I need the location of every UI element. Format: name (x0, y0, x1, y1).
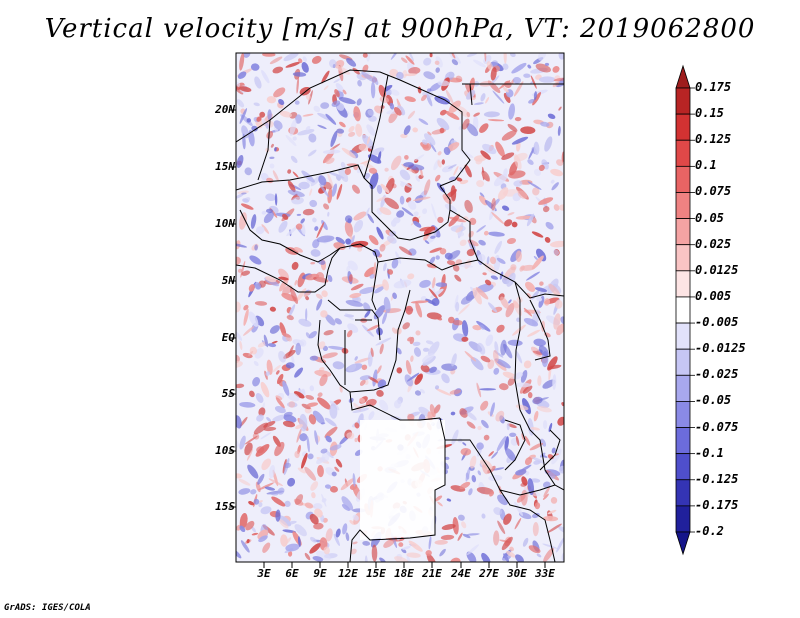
lon-label: 18E (394, 567, 414, 580)
colorbar-label: -0.125 (695, 471, 739, 486)
lon-label: 9E (313, 567, 327, 580)
lat-label: 15S (215, 500, 235, 513)
lat-label: 10N (215, 217, 235, 230)
lon-label: 15E (366, 567, 386, 580)
colorbar-label: -0.05 (695, 393, 732, 408)
near-zero-region (360, 420, 445, 540)
colorbar-segment (675, 113, 691, 141)
colorbar-label: 0.175 (695, 80, 732, 94)
lon-label: 6E (285, 567, 299, 580)
lon-label: 27E (479, 567, 499, 580)
colorbar-label: -0.025 (695, 367, 739, 382)
colorbar-max-arrow (675, 64, 691, 89)
colorbar-segment (675, 192, 691, 219)
colorbar-min-arrow (675, 531, 691, 556)
colorbar-segment (675, 427, 691, 455)
colorbar-label: 0.075 (695, 184, 732, 199)
colorbar-segment (675, 322, 691, 350)
colorbar-label: -0.005 (695, 315, 739, 330)
colorbar-segment (675, 139, 691, 167)
colorbar-segment (675, 401, 691, 428)
colorbar-label: -0.075 (695, 419, 739, 434)
colorbar-label: -0.175 (695, 497, 739, 512)
colorbar-segment (675, 453, 691, 481)
colorbar-label: -0.2 (695, 524, 724, 538)
map-title: Vertical velocity [m/s] at 900hPa, VT: 2… (44, 14, 756, 44)
colorbar-label: 0.025 (695, 236, 732, 251)
country-borders (236, 69, 564, 562)
colorbar-label: 0.05 (695, 210, 724, 225)
colorbar-segment (675, 479, 691, 507)
lat-label: 10S (215, 444, 235, 457)
lat-label: 15N (215, 160, 235, 173)
lon-label: 24E (451, 567, 471, 580)
lat-label: EQ (221, 331, 235, 344)
colorbar-segment (675, 374, 691, 402)
colorbar-label: 0.125 (695, 132, 732, 147)
map-frame (235, 52, 565, 563)
credit-text: GrADS: IGES/COLA (4, 603, 91, 613)
lat-label: 5N (221, 274, 235, 287)
lon-label: 21E (422, 567, 442, 580)
colorbar-segment (675, 244, 691, 272)
colorbar-label: 0.1 (695, 158, 717, 173)
colorbar-segment (675, 296, 691, 324)
colorbar-segment (675, 165, 691, 193)
colorbar-label: 0.005 (695, 288, 732, 303)
lon-label: 30E (507, 567, 527, 580)
colorbar-segment (675, 87, 691, 115)
lon-label: 33E (535, 567, 555, 580)
colorbar-segment (675, 270, 691, 298)
lon-label: 3E (257, 567, 271, 580)
colorbar-label: -0.1 (695, 445, 724, 460)
colorbar-segment (675, 348, 691, 376)
lat-label: 20N (215, 103, 235, 116)
axis-ticks (229, 109, 546, 568)
colorbar-label: -0.0125 (695, 341, 746, 356)
colorbar-label: 0.15 (695, 106, 724, 121)
lat-label: 5S (221, 387, 235, 400)
colorbar-segment (675, 218, 691, 246)
colorbar-segment (675, 505, 691, 533)
colorbar (675, 64, 695, 556)
colorbar-label: 0.0125 (695, 262, 739, 277)
lon-label: 12E (338, 567, 358, 580)
